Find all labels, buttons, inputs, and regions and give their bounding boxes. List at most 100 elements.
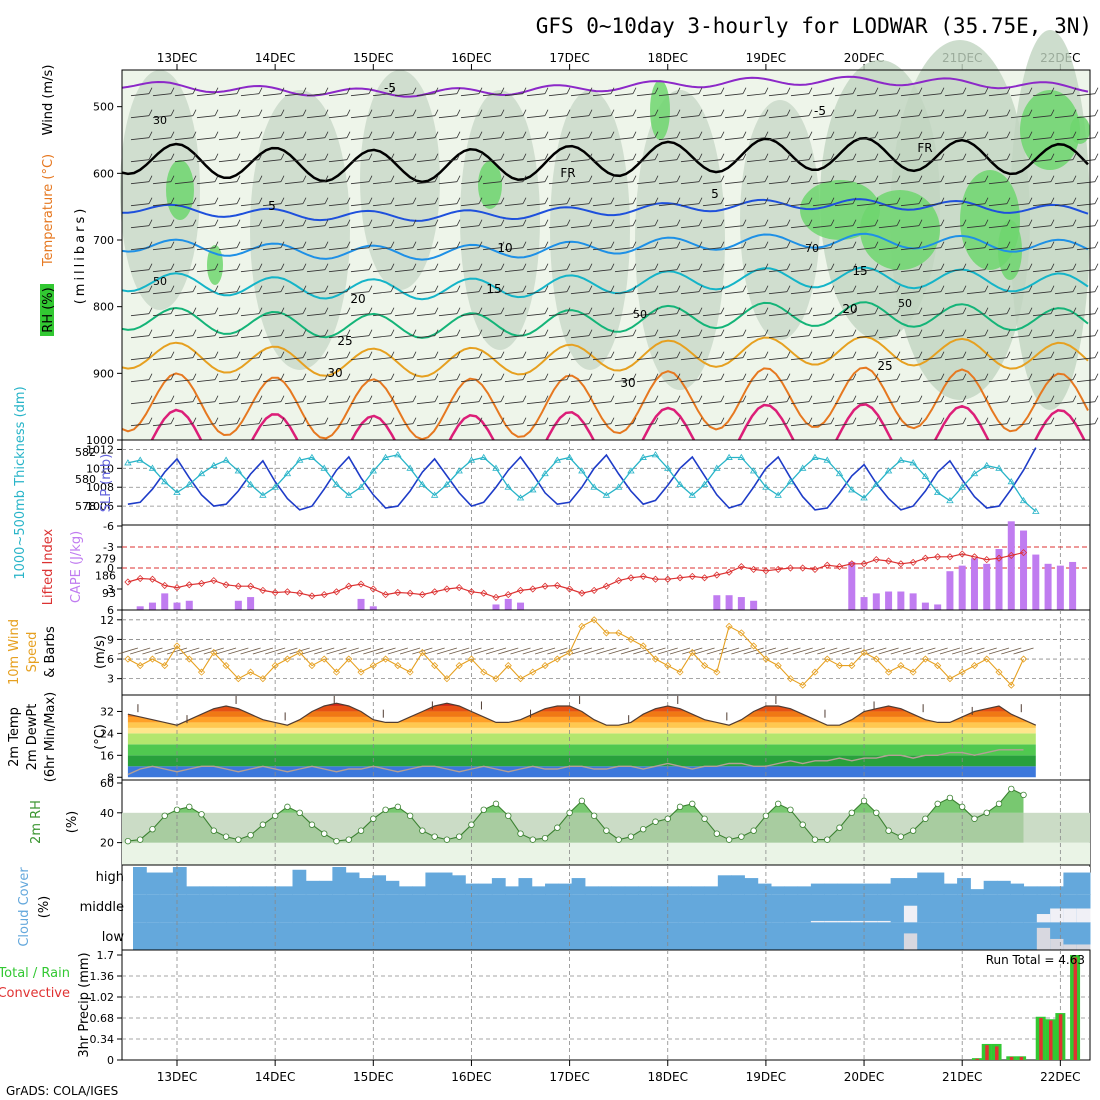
wind-barb-flag xyxy=(940,417,945,424)
wind-barb xyxy=(1010,291,1030,295)
wind-barb xyxy=(746,203,766,207)
wind-barb-flag xyxy=(1072,175,1077,182)
wind-barb xyxy=(966,401,986,405)
wind-barb-flag xyxy=(610,131,615,138)
wind-barb xyxy=(394,115,414,119)
wind-speed-point xyxy=(578,622,586,630)
wind-barb-flag xyxy=(566,153,571,160)
wind-barb xyxy=(372,423,392,427)
wind-barb-flag xyxy=(918,109,923,116)
wind-barb xyxy=(922,181,942,185)
cloud-high-bar xyxy=(292,869,307,895)
wind-barb xyxy=(306,203,326,207)
cloud-low-bar xyxy=(850,922,865,950)
wind-barb xyxy=(1054,203,1074,207)
temp-band xyxy=(127,716,1036,723)
bottom-date-label: 14DEC xyxy=(255,1070,295,1084)
rh2m-point xyxy=(431,833,438,840)
wind-speed-point xyxy=(615,629,623,637)
rh2m-point xyxy=(468,821,475,828)
wind-barb-flag xyxy=(478,285,483,292)
wind-barb-flag xyxy=(192,395,197,402)
wind-barb-flag xyxy=(698,417,703,424)
wind-barb-flag xyxy=(852,131,857,138)
wind-barb xyxy=(416,291,436,295)
cloud-middle-bar xyxy=(239,894,254,923)
wind-barb-flag xyxy=(258,87,263,94)
cloud-high-bar xyxy=(890,878,905,895)
wind-barb xyxy=(196,115,216,119)
wind-barb xyxy=(834,401,854,405)
precip-label-b: Total / Rain xyxy=(0,966,70,981)
rh2m-point xyxy=(738,833,745,840)
wind-barb-flag xyxy=(566,285,571,292)
wind-barb xyxy=(130,93,150,97)
wind-barb-flag xyxy=(434,307,439,314)
wind-barb-flag xyxy=(1050,373,1055,380)
wind-barb-flag xyxy=(544,329,549,336)
axis-tick-label: 900 xyxy=(93,367,114,380)
wind-barb xyxy=(174,137,194,141)
wind-barb xyxy=(922,137,942,141)
cloud-low-bar xyxy=(584,922,599,950)
thickness-point xyxy=(909,459,917,466)
wind-barb xyxy=(636,203,656,207)
cloud-high-bar xyxy=(505,886,519,895)
wind-barb xyxy=(702,115,722,119)
wind-barb-flag xyxy=(1094,153,1099,160)
thickness-point xyxy=(369,467,378,474)
axis-tick-label: 16 xyxy=(100,749,114,762)
wind-barb-flag xyxy=(676,285,681,292)
wind-barb-flag xyxy=(500,307,505,314)
freezing-level-line xyxy=(121,136,1089,184)
cloud-low-gap xyxy=(1063,944,1078,950)
wind-barb-flag xyxy=(940,285,945,292)
wind-barb-flag xyxy=(522,417,527,424)
wind-barb xyxy=(900,269,920,273)
axis-tick-label: 1000 xyxy=(86,434,114,447)
wind-barb-flag xyxy=(742,417,747,424)
wind-barb-flag xyxy=(280,241,285,248)
wind-barb-flag xyxy=(324,263,329,270)
wind-barb xyxy=(240,291,260,295)
thickness-point xyxy=(480,453,488,460)
wind-barb xyxy=(966,291,986,295)
wind-barb-flag xyxy=(258,373,263,380)
rh-contour-label: 50 xyxy=(633,308,647,321)
thickness-point xyxy=(210,461,218,469)
cloud-middle-gap xyxy=(850,920,865,923)
cloud-level-label: middle xyxy=(80,900,124,915)
wind-barb xyxy=(834,137,854,141)
wind-barb xyxy=(636,423,656,427)
wind-barb xyxy=(724,335,744,339)
wind-barb-flag xyxy=(1094,307,1099,314)
axis-tick-label: 1012 xyxy=(86,443,114,456)
wind-barb-flag xyxy=(830,395,835,402)
wind-barb-flag xyxy=(368,109,373,116)
wind-barb-flag xyxy=(698,109,703,116)
wind-barb xyxy=(548,269,568,273)
wind-barb xyxy=(438,137,458,141)
wind-barb-flag xyxy=(148,263,153,270)
cloud-middle-bar xyxy=(970,894,985,923)
wind-barb-flag xyxy=(852,417,857,424)
wind-barb xyxy=(174,335,194,339)
rh2m-point xyxy=(370,815,377,822)
wind-barb-flag xyxy=(632,153,637,160)
cape-bar xyxy=(1056,565,1064,610)
wind-barb xyxy=(174,291,194,295)
lifted-index-point xyxy=(467,588,476,596)
temp2m-line xyxy=(127,702,1037,726)
wind-barb xyxy=(900,313,920,317)
wind-barb xyxy=(922,203,942,207)
wind-barb-flag xyxy=(148,131,153,138)
thickness-point xyxy=(946,496,954,504)
wind-barb xyxy=(856,269,876,273)
cape-bar xyxy=(970,558,978,610)
wind-barb xyxy=(240,137,260,141)
axis-tick-label: 40 xyxy=(100,807,114,820)
cloud-middle-gap xyxy=(864,920,878,923)
wind-barb-flag xyxy=(676,219,681,226)
axis-tick-label: 800 xyxy=(93,301,114,314)
wind-barb-flag xyxy=(874,219,879,226)
